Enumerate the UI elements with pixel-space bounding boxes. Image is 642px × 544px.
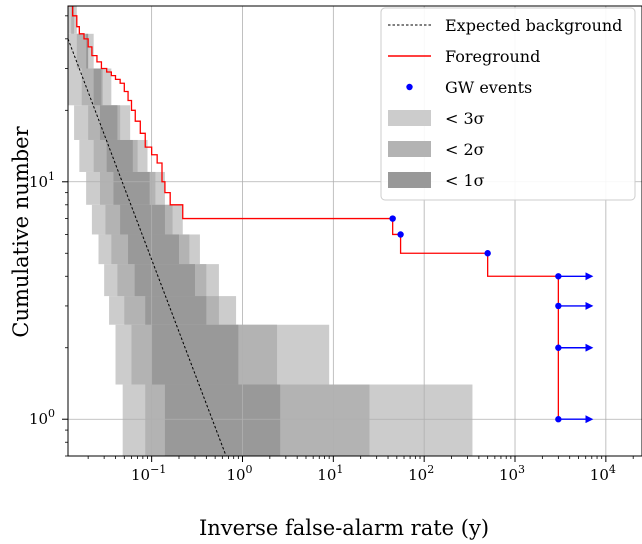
- legend-label: < 1σ: [445, 171, 485, 190]
- gw-event-point: [389, 215, 396, 222]
- axis-ticks: 10−1 100 101 102 103 104 100 101: [29, 15, 634, 484]
- legend-swatch-patch: [388, 172, 431, 188]
- legend-box: [380, 7, 636, 201]
- band-step: [151, 324, 239, 385]
- band-step: [93, 68, 102, 106]
- x-tick-label: 102: [408, 463, 434, 484]
- legend-label: Foreground: [445, 47, 540, 66]
- sigma-bands: [68, 6, 473, 456]
- gw-event-point: [555, 344, 562, 351]
- band-step: [113, 171, 150, 205]
- legend-entry: Expected background: [388, 16, 622, 35]
- band-step: [99, 105, 118, 140]
- x-tick-label: 10−1: [131, 463, 166, 484]
- gw-event-point: [555, 302, 562, 310]
- band-step: [120, 204, 165, 235]
- y-tick-label: 101: [29, 170, 55, 191]
- legend-label: < 3σ: [445, 109, 485, 128]
- band-3: [86, 33, 281, 456]
- x-tick-label: 101: [317, 463, 343, 484]
- band-step: [71, 6, 75, 34]
- legend-label: < 2σ: [445, 140, 485, 159]
- band-step: [128, 234, 179, 265]
- band-step: [106, 139, 133, 172]
- gw-event-point: [555, 416, 562, 423]
- legend-swatch-point: [406, 83, 413, 91]
- gw-event-point: [397, 231, 404, 238]
- band-step: [164, 384, 281, 456]
- legend-swatch-patch: [388, 110, 431, 126]
- legend-entry: Foreground: [388, 47, 540, 66]
- legend: Expected background Foreground GW events < …: [380, 7, 636, 201]
- foreground-line: [68, 6, 560, 420]
- gw-event-point: [555, 273, 562, 280]
- series: [68, 6, 560, 456]
- legend-label: Expected background: [445, 16, 622, 35]
- legend-entry: < 3σ: [388, 109, 485, 128]
- x-tick-label: 103: [499, 463, 525, 484]
- x-tick-label: 100: [226, 463, 252, 484]
- x-axis-title: Inverse false-alarm rate (y): [199, 516, 489, 540]
- band-step: [145, 296, 207, 325]
- band-step: [86, 33, 89, 69]
- legend-entry: < 2σ: [388, 140, 485, 159]
- legend-entry: < 1σ: [388, 171, 485, 190]
- band-step: [76, 33, 87, 69]
- plot-frame: [67, 5, 642, 457]
- y-axis-title: Cumulative number: [9, 125, 33, 337]
- y-tick-label: 100: [29, 407, 55, 428]
- legend-swatch-patch: [388, 141, 431, 157]
- legend-entry: GW events: [406, 78, 532, 97]
- gw-event-point: [484, 250, 491, 257]
- legend-label: GW events: [445, 78, 532, 97]
- expected-background-line: [68, 38, 227, 456]
- band-step: [134, 264, 195, 297]
- event-markers: [389, 215, 594, 424]
- x-tick-label: 104: [590, 463, 616, 484]
